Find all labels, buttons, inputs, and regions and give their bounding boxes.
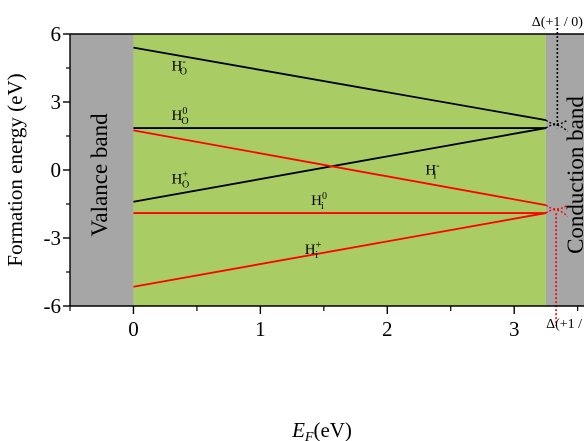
dotted-extension-1b (545, 209, 568, 217)
region-2 (545, 34, 584, 306)
series-label-3: H-i (425, 161, 439, 182)
y-tick-label-4: 6 (51, 22, 62, 46)
y-tick-label-3: 3 (51, 90, 62, 114)
dotted-extension-1a (545, 204, 568, 210)
series-label-2: H+ O (172, 170, 190, 191)
band-regions (70, 34, 584, 306)
chart-texts: Valance band Conduction band Δ(+1 / 0) Δ(+1… (3, 15, 584, 441)
series-label-5: H+ i (305, 240, 322, 261)
transition-lines (555, 28, 559, 326)
y-tick-label-1: -3 (44, 226, 62, 250)
series-label-4: H0 i (311, 191, 327, 212)
x-tick-label-1: 1 (255, 317, 266, 341)
transition-label-1: Δ(+1 / 0) (546, 317, 584, 332)
x-axis-title: EF(eV) (291, 418, 352, 441)
y-axis-title: Formation energy (eV) (3, 73, 27, 266)
series-line-2 (133, 127, 547, 203)
y-tick-label-2: 0 (51, 158, 62, 182)
series-line-5 (133, 212, 547, 288)
axis-ticks (63, 33, 579, 314)
x-tick-label-0: 0 (128, 317, 139, 341)
dotted-extension-0b (545, 124, 568, 132)
region-0 (70, 34, 134, 306)
region-label-0: Valance band (87, 113, 112, 237)
series-line-0 (133, 46, 547, 122)
region-label-2: Conduction band (563, 96, 584, 254)
series-lines (133, 46, 568, 288)
series-label-1: H0 O (172, 106, 189, 127)
y-tick-label-0: -6 (44, 294, 62, 318)
transition-label-0: Δ(+1 / 0) (532, 15, 583, 30)
series-label-0: H-O (172, 56, 187, 77)
x-tick-label-3: 3 (509, 317, 520, 341)
dotted-extension-0a (545, 119, 568, 125)
x-tick-label-2: 2 (382, 317, 393, 341)
region-1 (133, 34, 546, 306)
series-line-3 (133, 129, 547, 207)
